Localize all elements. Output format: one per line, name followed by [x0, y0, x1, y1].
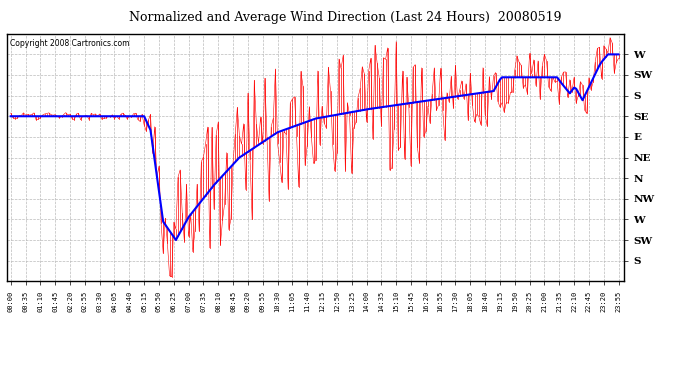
Text: Copyright 2008 Cartronics.com: Copyright 2008 Cartronics.com [10, 39, 130, 48]
Text: Normalized and Average Wind Direction (Last 24 Hours)  20080519: Normalized and Average Wind Direction (L… [129, 11, 561, 24]
